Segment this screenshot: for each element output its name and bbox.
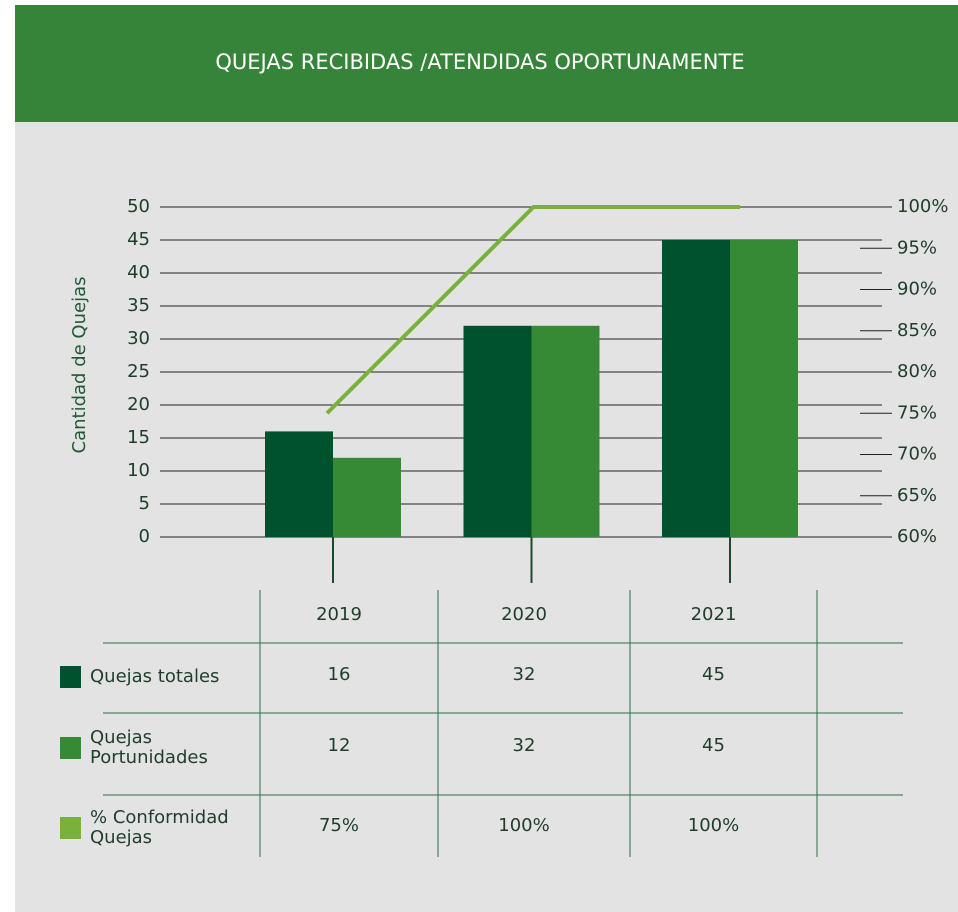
legend-label-box: % Conformidad Quejas <box>90 807 229 848</box>
y2-tick-label: 95% <box>897 237 937 258</box>
y-tick-label: 50 <box>127 196 150 217</box>
bar <box>531 325 600 537</box>
y2-tick-label: 100% <box>897 196 948 217</box>
table-value: 45 <box>702 735 725 756</box>
y-tick-label: 0 <box>139 526 150 547</box>
table-value: 100% <box>688 815 739 836</box>
y2-tick-label: 70% <box>897 444 937 465</box>
table-value: 12 <box>328 735 351 756</box>
table-value: 32 <box>513 735 536 756</box>
legend-label-box: Quejas Portunidades <box>90 727 208 768</box>
y-tick-label: 40 <box>127 262 150 283</box>
y2-tick-label: 90% <box>897 279 937 300</box>
y-tick-label: 25 <box>127 361 150 382</box>
legend-label: Quejas Portunidades <box>90 727 208 768</box>
y-tick-label: 45 <box>127 229 150 250</box>
table-value: 16 <box>328 664 351 685</box>
chart-title: QUEJAS RECIBIDAS /ATENDIDAS OPORTUNAMENT… <box>215 50 744 74</box>
y2-tick-label: 75% <box>897 402 937 423</box>
y-tick-label: 20 <box>127 394 150 415</box>
legend-swatch <box>60 817 81 839</box>
table-value: 100% <box>498 815 549 836</box>
bar <box>265 431 333 537</box>
bar <box>730 240 798 537</box>
legend-label: Quejas totales <box>90 666 220 687</box>
y-tick-label: 30 <box>127 328 150 349</box>
legend-label: % Conformidad Quejas <box>90 807 229 848</box>
y-tick-label: 5 <box>139 493 150 514</box>
table-header: 2020 <box>501 604 547 625</box>
legend-label-box: Quejas totales <box>90 666 220 687</box>
y2-tick-label: 80% <box>897 361 937 382</box>
y-tick-label: 15 <box>127 427 150 448</box>
y-axis-label: Cantidad de Quejas <box>69 277 90 454</box>
bar <box>333 457 401 537</box>
table-value: 32 <box>513 664 536 685</box>
y2-tick-label: 85% <box>897 320 937 341</box>
legend-swatch <box>60 666 81 688</box>
table-value: 75% <box>319 815 359 836</box>
legend-swatch <box>60 737 81 759</box>
table-header: 2019 <box>316 604 362 625</box>
table-value: 45 <box>702 664 725 685</box>
y-tick-label: 35 <box>127 295 150 316</box>
y2-tick-label: 65% <box>897 485 937 506</box>
y2-tick-label: 60% <box>897 526 937 547</box>
bar <box>662 240 730 537</box>
line-series <box>325 205 740 415</box>
bar <box>463 325 532 537</box>
table-header: 2021 <box>691 604 737 625</box>
header <box>15 5 958 122</box>
y-tick-label: 10 <box>127 460 150 481</box>
